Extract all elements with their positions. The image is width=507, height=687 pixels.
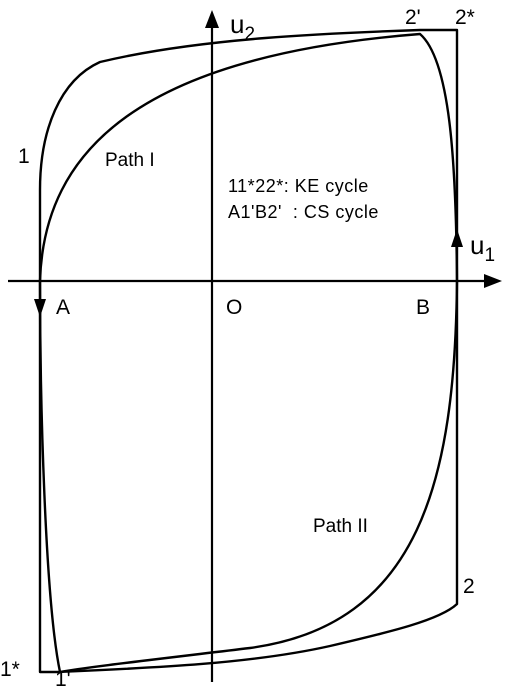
point-label-B: B <box>416 296 430 319</box>
point-label-O: O <box>226 296 242 319</box>
point-label-1-prime: 1' <box>55 668 71 687</box>
path-2-label: Path II <box>313 516 368 537</box>
u1-axis-letter: u <box>470 230 484 260</box>
up-direction-arrow <box>451 229 463 247</box>
point-label-A: A <box>56 296 70 319</box>
u1-axis-arrowhead <box>484 274 502 288</box>
legend-cs-cycle: A1'B2' : CS cycle <box>228 202 379 222</box>
point-label-1-star: 1* <box>0 658 20 681</box>
u1-axis-label: u1 <box>470 230 495 266</box>
point-label-2-prime: 2' <box>405 6 421 29</box>
legend-ke-cycle: 11*22*: KE cycle <box>228 176 369 196</box>
point-label-1: 1 <box>18 145 30 168</box>
cs-cycle-curve <box>38 32 459 674</box>
u2-axis-label: u2 <box>230 9 255 45</box>
point-label-2-star: 2* <box>455 6 475 29</box>
u2-axis-arrowhead <box>205 10 219 28</box>
ke-cycle-curve <box>38 28 459 674</box>
down-direction-arrow <box>34 299 46 317</box>
u2-axis-letter: u <box>230 9 244 39</box>
u2-axis-subscript: 2 <box>244 24 255 45</box>
point-label-2: 2 <box>463 575 475 598</box>
path-1-label: Path I <box>105 150 155 171</box>
u1-axis-subscript: 1 <box>484 245 495 266</box>
